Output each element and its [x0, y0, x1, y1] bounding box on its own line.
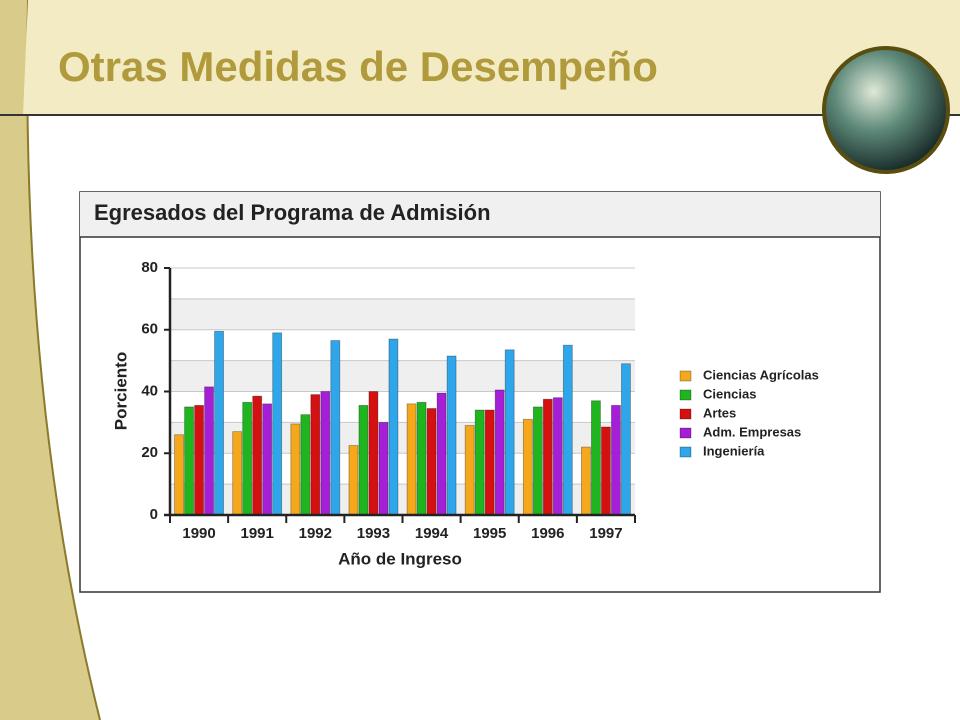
chart-title: Egresados del Programa de Admisión: [94, 200, 491, 225]
bar: [330, 340, 341, 516]
bar: [262, 403, 273, 516]
bar: [542, 398, 553, 516]
bar: [611, 404, 621, 516]
bar: [504, 349, 515, 516]
bar: [522, 418, 533, 516]
legend-swatch: [679, 427, 692, 439]
legend-label: Ciencias Agrícolas: [703, 367, 819, 382]
x-tick-label: 1995: [473, 525, 506, 542]
x-tick-label: 1991: [241, 525, 274, 542]
y-tick-label: 60: [141, 321, 158, 338]
bar: [426, 408, 437, 516]
bar: [184, 406, 194, 516]
globe-icon: [822, 46, 950, 174]
bar: [174, 434, 184, 516]
bar: [406, 403, 417, 516]
bar: [300, 414, 311, 516]
legend-swatch: [679, 446, 692, 458]
grid-band: [170, 298, 635, 330]
bar: [388, 338, 399, 516]
x-axis-label: Año de Ingreso: [338, 549, 462, 568]
bar: [494, 389, 505, 516]
bar: [290, 423, 301, 516]
x-tick-label: 1994: [415, 525, 449, 542]
bar: [232, 431, 243, 516]
x-tick-label: 1996: [531, 525, 564, 542]
bar: [348, 445, 359, 516]
bar: [562, 344, 573, 516]
bar: [464, 425, 475, 516]
bar: [194, 404, 204, 516]
x-tick-label: 1990: [182, 525, 215, 542]
y-axis-label: Porciento: [111, 352, 130, 430]
bar: [474, 409, 485, 516]
y-tick-label: 20: [141, 444, 158, 461]
bar: [621, 363, 631, 516]
bar: [214, 330, 224, 516]
bar: [552, 397, 563, 516]
bar: [272, 332, 283, 516]
x-tick-label: 1997: [589, 525, 622, 542]
grid-band: [170, 360, 635, 392]
y-tick-label: 80: [141, 259, 158, 276]
bar: [204, 386, 214, 516]
slide-title: Otras Medidas de Desempeño: [58, 43, 658, 90]
bar: [601, 426, 611, 516]
bar: [591, 400, 601, 516]
legend-swatch: [679, 389, 692, 401]
bar: [436, 392, 447, 516]
bar: [416, 401, 427, 516]
bar: [310, 394, 321, 516]
bar: [378, 421, 389, 516]
bar: [368, 391, 379, 516]
legend-label: Ciencias: [703, 386, 756, 401]
bar: [484, 409, 495, 516]
bar: [252, 395, 263, 516]
left-band: [0, 0, 100, 720]
legend-label: Ingeniería: [703, 443, 765, 458]
y-tick-label: 40: [141, 382, 158, 399]
x-tick-label: 1992: [299, 525, 332, 542]
panel-header: [80, 192, 880, 237]
legend-swatch: [679, 408, 692, 420]
bar: [446, 355, 457, 516]
bar: [242, 401, 253, 516]
bar: [532, 406, 543, 516]
legend-swatch: [679, 370, 692, 382]
bar: [358, 404, 369, 516]
y-tick-label: 0: [150, 506, 158, 523]
bar: [581, 446, 591, 516]
legend-label: Adm. Empresas: [703, 424, 801, 439]
legend-label: Artes: [703, 405, 736, 420]
bar: [320, 391, 331, 516]
x-tick-label: 1993: [357, 525, 390, 542]
header-band: [23, 0, 960, 115]
